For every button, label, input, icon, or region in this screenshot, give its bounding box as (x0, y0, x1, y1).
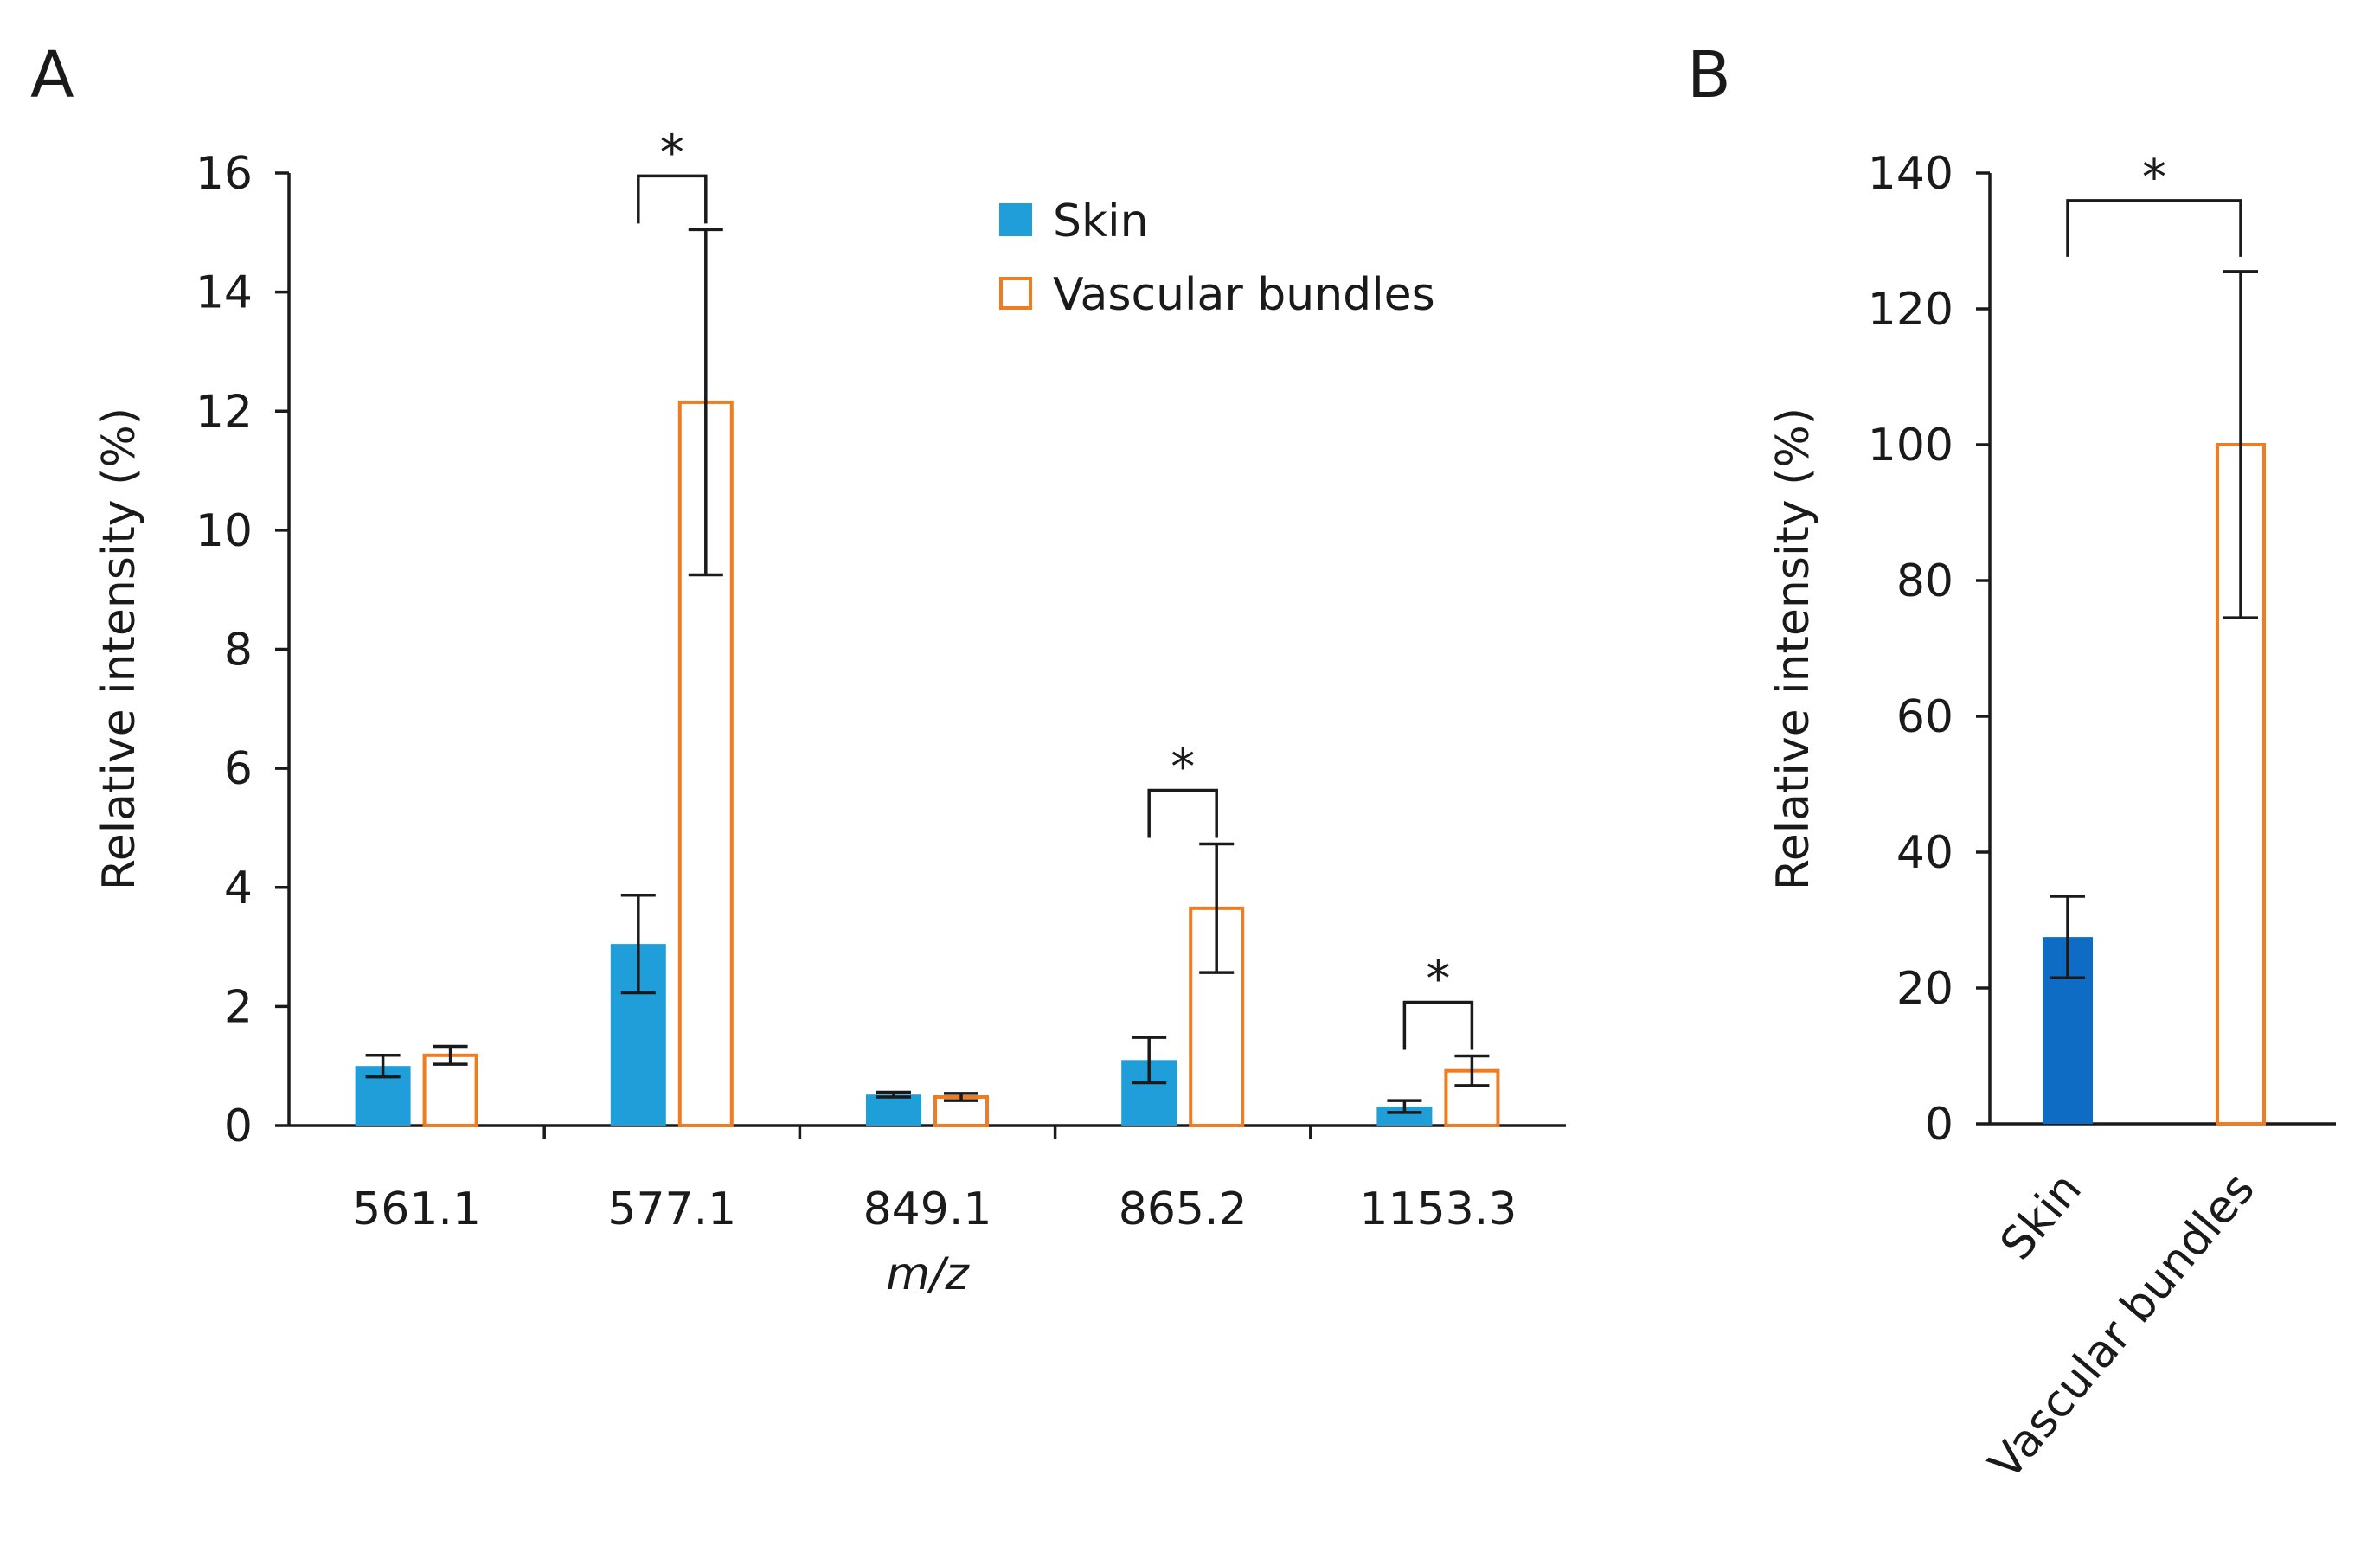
panel-a-chart: Relative intensity (%) m/z 0 2 4 6 8 10 12 14 16… (93, 125, 1566, 1300)
panel-a-y-tick-label: 10 (196, 505, 253, 557)
panel-a-errorbar-skin (876, 1090, 911, 1099)
panel-b-y-axis-title: Relative intensity (%) (1767, 407, 1819, 890)
panel-b-letter: B (1687, 38, 1731, 112)
panel-a-y-tick-label: 6 (224, 743, 253, 795)
panel-a-y-tick-label: 14 (196, 267, 253, 319)
panel-a-y-tick-label: 2 (224, 981, 253, 1033)
panel-a-y-tick-label: 12 (196, 386, 253, 438)
panel-b-y-tick-label: 40 (1896, 827, 1953, 879)
panel-b-y-tick-label: 140 (1868, 148, 1953, 200)
panel-a-legend-label-vascular: Vascular bundles (1053, 269, 1435, 321)
panel-a-errorbar-vascular (688, 228, 723, 577)
panel-b-significance-bracket (2066, 199, 2242, 257)
panel-a-x-tick-label: 561.1 (352, 1184, 481, 1235)
panel-b-y-tick-label: 60 (1896, 691, 1953, 743)
panel-a-errorbar-skin (1132, 1036, 1167, 1085)
panel-a-errorbar-skin (365, 1054, 401, 1079)
panel-a-errorbar-vascular (1199, 842, 1235, 974)
panel-a-bar-skin (866, 1094, 921, 1126)
panel-a-errorbar-vascular (433, 1044, 468, 1066)
panel-a-significance-star: * (1171, 740, 1195, 796)
panel-a-letter: A (30, 38, 74, 112)
panel-a-y-tick-label: 8 (224, 625, 253, 677)
panel-b-y-tick-label: 80 (1896, 555, 1953, 607)
panel-a-x-tick-label: 849.1 (863, 1184, 992, 1235)
panel-b-y-tick-label: 0 (1925, 1099, 1953, 1151)
panel-a-y-tick-label: 0 (224, 1100, 253, 1152)
panel-a-errorbar-vascular (944, 1092, 978, 1102)
panel-a-y-tick-label: 16 (196, 148, 253, 200)
panel-a-y-axis-title: Relative intensity (%) (93, 407, 145, 890)
panel-a-bar-vascular (933, 1094, 989, 1127)
panel-a-significance-bracket (1402, 1000, 1474, 1050)
panel-b-chart: Relative intensity (%) 0 20 40 60 80 100 120 14… (1767, 148, 2336, 1490)
panel-a-legend-swatch-vascular (999, 277, 1032, 310)
panel-a-legend-swatch-skin (999, 203, 1032, 236)
panel-a-x-tick-label: 865.2 (1119, 1184, 1248, 1235)
panel-a-x-axis-title: m/z (886, 1248, 970, 1300)
panel-a-bar-vascular (422, 1053, 478, 1128)
panel-b-errorbar-vascular (2223, 270, 2258, 619)
panel-b-y-tick-label: 20 (1896, 963, 1953, 1015)
panel-b-y-tick-label: 100 (1868, 420, 1953, 471)
panel-b-x-tick-label: Skin (1991, 1164, 2092, 1270)
panel-b-errorbar-skin (2050, 895, 2085, 979)
panel-a-errorbar-vascular (1454, 1054, 1490, 1087)
panel-a-significance-star: * (660, 125, 684, 181)
panel-b-significance-star: * (2142, 150, 2166, 206)
panel-a-significance-star: * (1426, 951, 1450, 1007)
panel-a-errorbar-skin (1387, 1099, 1422, 1114)
panel-b-y-tick-label: 120 (1868, 284, 1953, 336)
panel-a-x-tick-label: 1153.3 (1359, 1184, 1517, 1235)
panel-a-significance-bracket (1147, 788, 1218, 838)
panel-a-legend-label-skin: Skin (1053, 196, 1149, 247)
panel-a-significance-bracket (637, 174, 708, 224)
panel-a-y-tick-label: 4 (224, 863, 253, 914)
panel-a-x-tick-label: 577.1 (607, 1184, 736, 1235)
panel-a-errorbar-skin (620, 893, 656, 995)
